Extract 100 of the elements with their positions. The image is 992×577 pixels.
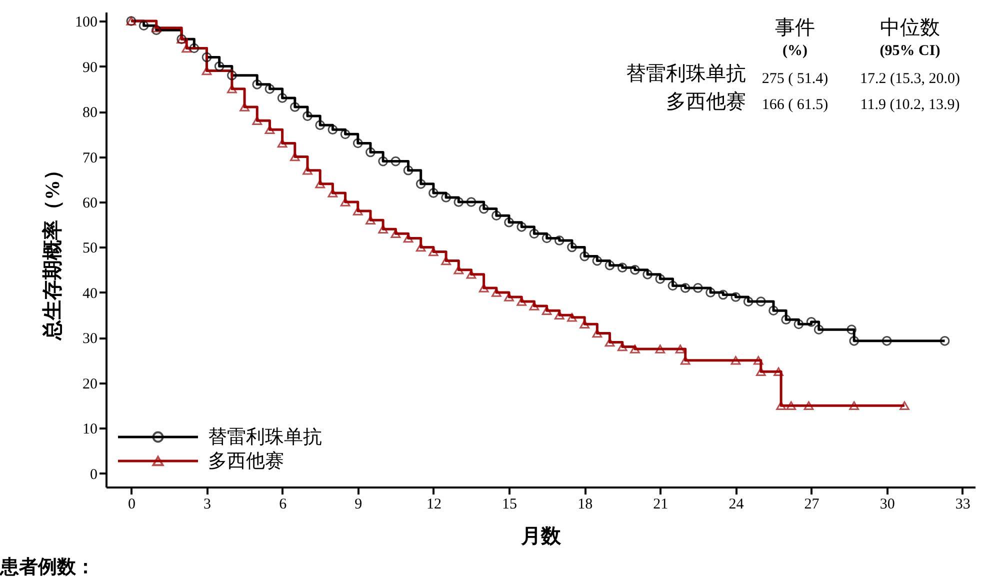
x-tick-label: 24 — [728, 496, 744, 512]
point — [655, 344, 666, 354]
point — [151, 25, 162, 36]
point — [630, 264, 640, 275]
point — [706, 288, 716, 298]
point — [554, 236, 564, 246]
x-tick-label: 3 — [204, 496, 212, 512]
point — [804, 401, 814, 410]
point — [516, 222, 527, 232]
y-tick-label: 90 — [82, 60, 98, 76]
point — [743, 296, 754, 306]
y-tick-label: 0 — [90, 466, 98, 483]
point — [366, 147, 376, 158]
x-tick-label: 33 — [955, 496, 970, 512]
point — [441, 256, 451, 266]
point — [378, 156, 388, 166]
point — [692, 283, 703, 293]
point — [900, 401, 910, 410]
annotation: 中位数 — [880, 17, 940, 39]
point — [302, 111, 312, 121]
point — [240, 102, 250, 112]
y-axis-title: 总生存期概率（%） — [41, 160, 64, 341]
point — [428, 188, 438, 198]
point — [441, 192, 451, 202]
point — [227, 84, 237, 94]
point — [151, 23, 162, 32]
point — [315, 180, 326, 188]
legend-label: 多西他赛 — [208, 450, 284, 472]
point — [290, 152, 300, 162]
point — [403, 165, 414, 176]
point — [504, 292, 514, 302]
point — [542, 233, 552, 244]
point — [189, 43, 200, 54]
point — [328, 188, 338, 198]
point — [756, 296, 766, 306]
point — [617, 262, 628, 273]
annotation: 166 ( 61.5) — [762, 97, 828, 113]
point — [529, 228, 540, 239]
point — [403, 234, 414, 243]
annotation: 替雷利珠单抗 — [626, 63, 746, 85]
point — [352, 206, 363, 216]
y-tick-label: 100 — [75, 14, 98, 31]
annotation: 275 ( 51.4) — [762, 71, 828, 87]
point — [786, 401, 796, 410]
point — [567, 312, 577, 322]
point — [466, 197, 476, 207]
point — [202, 52, 212, 62]
point — [630, 344, 640, 354]
point — [592, 328, 602, 338]
point — [580, 251, 590, 262]
point — [806, 316, 816, 327]
point — [529, 302, 540, 310]
x-tick-label: 27 — [804, 496, 820, 512]
point — [328, 124, 338, 135]
x-axis-title: 月数 — [520, 526, 562, 548]
point — [642, 269, 652, 280]
point — [277, 93, 288, 103]
point — [940, 336, 950, 346]
point — [730, 292, 741, 302]
point — [352, 138, 363, 148]
point — [849, 336, 860, 346]
point — [466, 270, 476, 279]
point — [604, 260, 615, 270]
point — [668, 280, 678, 291]
point — [680, 356, 690, 365]
point — [580, 320, 590, 329]
y-tick-label: 60 — [82, 196, 98, 212]
x-tick-label: 21 — [653, 496, 668, 512]
y-tick-label: 70 — [82, 150, 98, 166]
point — [277, 138, 288, 148]
point — [138, 20, 149, 30]
x-tick-label: 30 — [880, 496, 895, 512]
point — [768, 306, 778, 316]
point — [718, 290, 728, 300]
point — [756, 367, 766, 376]
point — [849, 401, 860, 410]
point — [730, 356, 741, 365]
point — [227, 70, 237, 80]
point — [264, 84, 275, 94]
y-tick-label: 80 — [82, 105, 98, 122]
point — [252, 116, 262, 125]
point — [604, 338, 615, 347]
annotation: 17.2 (15.3, 20.0) — [860, 71, 960, 87]
point — [504, 217, 514, 228]
point — [302, 166, 312, 175]
point — [592, 256, 602, 266]
point — [675, 344, 686, 354]
point — [846, 324, 857, 334]
annotation: (95% CI) — [880, 43, 940, 59]
point — [290, 102, 300, 112]
point — [794, 319, 804, 330]
y-tick-label: 10 — [82, 422, 98, 438]
point — [390, 229, 401, 238]
point — [491, 210, 502, 220]
point — [680, 283, 690, 293]
point — [182, 44, 192, 53]
point — [491, 288, 502, 297]
legend-label: 替雷利珠单抗 — [208, 427, 322, 448]
y-tick-label: 20 — [82, 376, 98, 392]
annotation: 事件 — [775, 17, 815, 39]
